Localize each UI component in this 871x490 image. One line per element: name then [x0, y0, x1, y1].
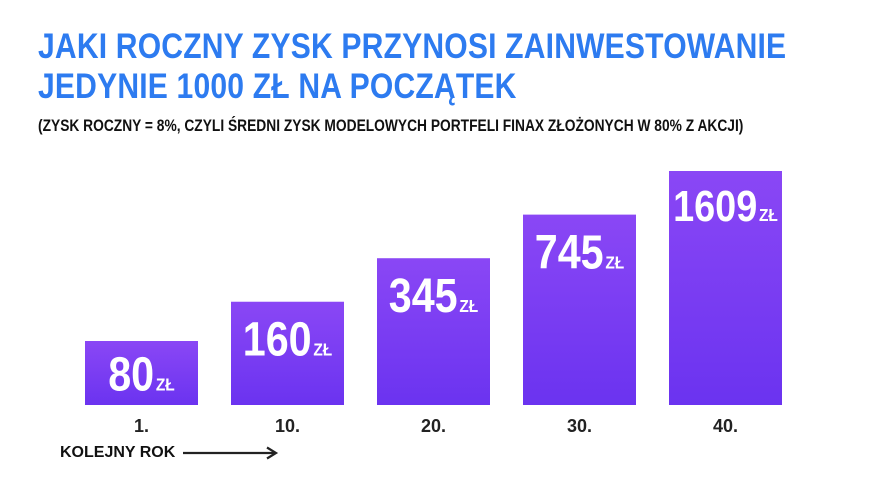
bar-value-number: 80 — [108, 347, 154, 401]
bar — [523, 214, 636, 405]
bar-value-unit: ZŁ — [459, 296, 478, 316]
bar-group: 1609ZŁ — [669, 171, 782, 405]
chart-title-line-2: JEDYNIE 1000 ZŁ NA POCZĄTEK — [38, 67, 517, 106]
bar-value-unit: ZŁ — [759, 205, 778, 225]
x-axis-ticks: 1. 10. 20. 30. 40. — [134, 416, 738, 436]
bar — [85, 341, 198, 405]
bar-group: 345ZŁ — [377, 258, 490, 405]
x-tick-label: 30. — [567, 416, 592, 436]
x-tick-label: 10. — [275, 416, 300, 436]
bar-value-label: 80ZŁ — [108, 347, 175, 401]
bar-group: 160ZŁ — [231, 301, 344, 405]
x-axis-note: KOLEJNY ROK — [60, 444, 279, 462]
bar-value-number: 160 — [243, 313, 312, 367]
bar-value-unit: ZŁ — [156, 374, 175, 394]
bar-group: 80ZŁ — [85, 341, 198, 405]
bar-value-unit: ZŁ — [313, 340, 332, 360]
bar — [231, 301, 344, 405]
bar-value-label: 745ZŁ — [535, 226, 624, 280]
bar-value-label: 1609ZŁ — [673, 181, 778, 230]
x-tick-label: 1. — [134, 416, 149, 436]
bar-value-number: 1609 — [673, 181, 757, 230]
bar-value-label: 160ZŁ — [243, 313, 332, 367]
bar-group: 745ZŁ — [523, 214, 636, 405]
chart-subtitle: (ZYSK ROCZNY = 8%, CZYLI ŚREDNI ZYSK MOD… — [38, 117, 744, 135]
chart-title-line-1: JAKI ROCZNY ZYSK PRZYNOSI ZAINWESTOWANIE — [38, 27, 787, 66]
x-tick-label: 20. — [421, 416, 446, 436]
bar-value-label: 345ZŁ — [389, 269, 478, 323]
x-tick-label: 40. — [713, 416, 738, 436]
bar — [377, 258, 490, 405]
arrow-right-icon — [183, 446, 279, 460]
bar-value-unit: ZŁ — [605, 253, 624, 273]
bar-value-number: 345 — [389, 269, 458, 323]
x-axis-label: KOLEJNY ROK — [60, 444, 176, 461]
bar-value-number: 745 — [535, 226, 604, 280]
bar — [669, 171, 782, 405]
